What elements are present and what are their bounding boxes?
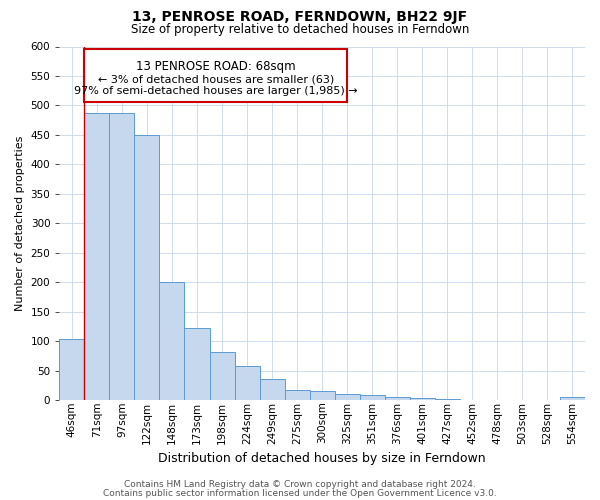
Bar xyxy=(134,135,160,400)
Bar xyxy=(410,398,435,400)
Bar xyxy=(235,366,260,400)
Bar xyxy=(85,113,109,400)
Text: 13 PENROSE ROAD: 68sqm: 13 PENROSE ROAD: 68sqm xyxy=(136,60,296,73)
Text: Contains HM Land Registry data © Crown copyright and database right 2024.: Contains HM Land Registry data © Crown c… xyxy=(124,480,476,489)
Bar xyxy=(260,379,284,400)
Bar xyxy=(310,392,335,400)
Bar xyxy=(284,390,310,400)
Bar xyxy=(435,399,460,400)
Bar xyxy=(385,397,410,400)
Bar xyxy=(560,397,585,400)
X-axis label: Distribution of detached houses by size in Ferndown: Distribution of detached houses by size … xyxy=(158,452,486,465)
Bar xyxy=(59,340,85,400)
Bar xyxy=(184,328,209,400)
Bar xyxy=(335,394,360,400)
Text: ← 3% of detached houses are smaller (63): ← 3% of detached houses are smaller (63) xyxy=(98,74,334,84)
Bar xyxy=(109,113,134,400)
Bar xyxy=(209,352,235,400)
Bar xyxy=(85,50,347,102)
Bar xyxy=(360,396,385,400)
Text: 13, PENROSE ROAD, FERNDOWN, BH22 9JF: 13, PENROSE ROAD, FERNDOWN, BH22 9JF xyxy=(133,10,467,24)
Text: Contains public sector information licensed under the Open Government Licence v3: Contains public sector information licen… xyxy=(103,488,497,498)
Text: Size of property relative to detached houses in Ferndown: Size of property relative to detached ho… xyxy=(131,22,469,36)
Text: 97% of semi-detached houses are larger (1,985) →: 97% of semi-detached houses are larger (… xyxy=(74,86,358,96)
Y-axis label: Number of detached properties: Number of detached properties xyxy=(15,136,25,311)
Bar xyxy=(160,282,184,400)
